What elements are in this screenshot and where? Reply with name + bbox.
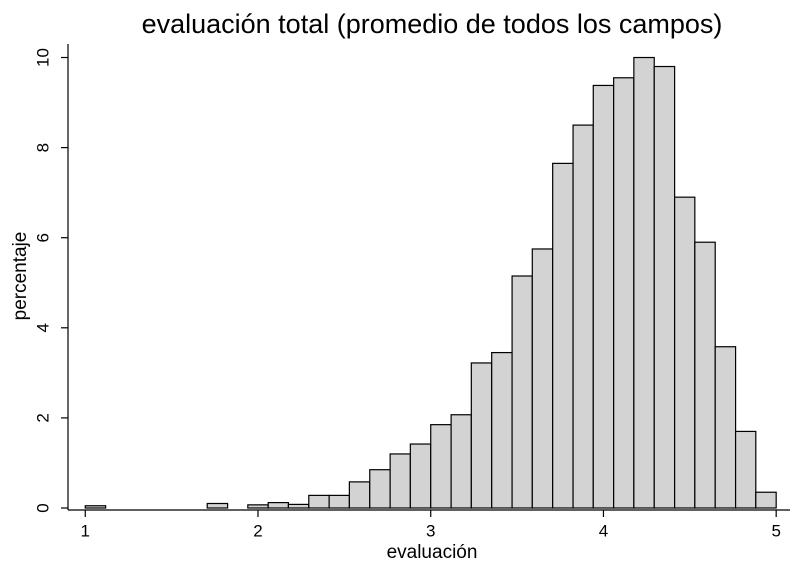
bar <box>348 481 371 509</box>
bar <box>287 503 310 509</box>
bar <box>470 362 493 509</box>
y-tick-label: 6 <box>33 233 52 242</box>
y-tick-label: 2 <box>33 413 52 422</box>
bar <box>389 453 411 509</box>
bar <box>755 491 777 509</box>
x-tick-label: 1 <box>81 521 90 540</box>
chart-title: evaluación total (promedio de todos los … <box>142 9 723 39</box>
bar <box>653 65 676 509</box>
bar <box>84 505 107 509</box>
bar <box>267 501 290 509</box>
bar <box>430 424 452 509</box>
bar <box>450 414 472 509</box>
bar <box>674 196 696 509</box>
bar <box>511 275 533 509</box>
bar <box>552 162 574 509</box>
bar <box>308 494 330 509</box>
bar <box>531 248 554 509</box>
bar <box>613 77 635 509</box>
bar <box>409 443 432 509</box>
x-tick-label: 5 <box>771 521 780 540</box>
bar <box>734 430 757 509</box>
bar <box>491 351 513 509</box>
y-tick-label: 8 <box>33 143 52 152</box>
x-tick-label: 3 <box>426 521 435 540</box>
bar <box>369 469 391 509</box>
bar <box>572 124 594 509</box>
bar <box>247 504 269 509</box>
bar <box>714 346 737 509</box>
bar <box>592 84 615 509</box>
bar <box>694 241 716 509</box>
x-axis-label: evaluación <box>387 542 478 563</box>
y-tick-label: 0 <box>33 503 52 512</box>
x-tick-label: 4 <box>599 521 608 540</box>
bar <box>206 502 229 509</box>
y-tick-label: 10 <box>33 48 52 67</box>
bar <box>633 56 655 509</box>
y-tick-label: 4 <box>33 323 52 332</box>
y-axis-label: percentaje <box>10 232 31 321</box>
bar <box>328 494 350 509</box>
x-tick-label: 2 <box>253 521 262 540</box>
